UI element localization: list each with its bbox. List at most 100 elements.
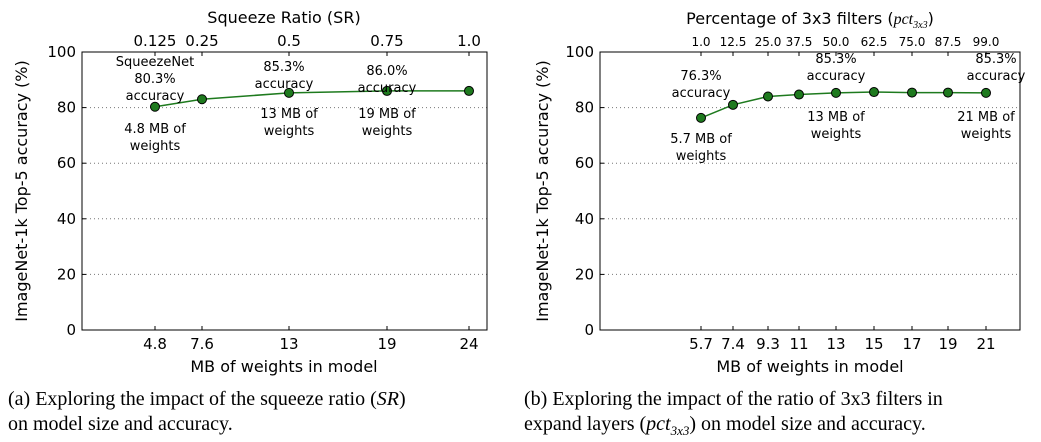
annotation-text: 80.3% [134, 72, 175, 87]
x-axis-label: MB of weights in model [716, 357, 903, 376]
data-point [943, 87, 953, 98]
top-tick-label: 37.5 [786, 35, 813, 49]
data-point [150, 101, 160, 112]
annotation-text: weights [130, 139, 181, 154]
top-tick-label: 75.0 [899, 35, 926, 49]
y-tick-label: 40 [57, 210, 76, 228]
data-point [763, 91, 773, 102]
annotation-text: weights [676, 149, 727, 164]
top-tick-label: 1.0 [457, 32, 481, 50]
y-tick-label: 100 [47, 43, 76, 61]
caption-text: expand layers ( [524, 413, 647, 435]
top-title-text: Percentage of 3x3 filters ( [686, 9, 893, 28]
y-tick-label: 20 [57, 265, 76, 283]
x-tick-label: 19 [938, 335, 957, 353]
x-tick-label: 4.8 [143, 335, 167, 353]
top-tick-label: 1.0 [691, 35, 710, 49]
x-tick-label: 9.3 [756, 335, 780, 353]
caption-text: ) on model size and accuracy. [689, 413, 925, 435]
x-axis-label: MB of weights in model [190, 357, 377, 376]
y-tick-label: 80 [57, 99, 76, 117]
data-point [464, 85, 474, 96]
annotation-text: accuracy [807, 69, 866, 84]
annotation-text: 85.3% [815, 52, 856, 67]
data-point [197, 94, 207, 105]
annotation-text: 19 MB of [358, 107, 416, 122]
annotation-text: 5.7 MB of [670, 132, 732, 147]
chart-panel-b: 0 20 40 60 80 100 5.7 7.4 9.3 11 13 15 17 19 21 1.0 12.5… [524, 9, 1026, 438]
annotation-text: SqueezeNet [116, 55, 194, 70]
annotation-text: 86.0% [366, 64, 407, 79]
annotation-text: weights [961, 127, 1012, 142]
x-tick-label: 5.7 [689, 335, 713, 353]
y-axis-label: ImageNet-1k Top-5 accuracy (%) [12, 60, 31, 322]
top-tick-label: 62.5 [861, 35, 888, 49]
y-tick-label: 60 [57, 154, 76, 172]
annotation-text: 13 MB of [260, 107, 318, 122]
x-tick-label: 7.4 [721, 335, 745, 353]
top-tick-label: 0.75 [370, 32, 403, 50]
x-tick-label: 13 [826, 335, 845, 353]
caption-line-2: expand layers (pct3x3) on model size and… [524, 413, 926, 438]
y-tick-label: 0 [584, 321, 594, 339]
top-tick-label: 25.0 [755, 35, 782, 49]
x-tick-label: 15 [864, 335, 883, 353]
caption-symbol: pct [644, 413, 671, 435]
top-tick-label: 87.5 [935, 35, 962, 49]
top-title-symbol: pct [893, 11, 914, 28]
y-tick-label: 40 [575, 210, 594, 228]
top-title-subscript: 3x3 [912, 20, 927, 31]
top-tick-label: 0.5 [277, 32, 301, 50]
caption-line-1: (a) Exploring the impact of the squeeze … [8, 388, 406, 410]
data-point [284, 87, 294, 98]
y-tick-label: 60 [575, 154, 594, 172]
y-tick-label: 0 [66, 321, 76, 339]
annotation-text: weights [362, 124, 413, 139]
annotation-text: 76.3% [680, 69, 721, 84]
top-tick-label: 50.0 [823, 35, 850, 49]
annotation-text: accuracy [967, 69, 1026, 84]
top-title-end: ) [928, 9, 934, 28]
top-axis-title: Percentage of 3x3 filters (pct3x3) [686, 9, 934, 31]
y-tick-label: 100 [565, 43, 594, 61]
caption-line-1: (b) Exploring the impact of the ratio of… [524, 388, 943, 410]
caption-text: (a) Exploring the impact of the squeeze … [8, 388, 377, 410]
annotation-text: 13 MB of [807, 110, 865, 125]
data-point [869, 87, 879, 98]
annotation-text: 21 MB of [957, 110, 1015, 125]
annotation-text: weights [811, 127, 862, 142]
caption-subscript: 3x3 [670, 423, 690, 438]
annotation-text: weights [264, 124, 315, 139]
x-tick-label: 24 [459, 335, 478, 353]
annotation-text: accuracy [126, 89, 185, 104]
y-tick-label: 20 [575, 265, 594, 283]
x-tick-label: 11 [789, 335, 808, 353]
annotation-text: 85.3% [975, 52, 1016, 67]
x-tick-label: 7.6 [190, 335, 214, 353]
annotation-text: accuracy [672, 86, 731, 101]
annotation-text: 4.8 MB of [124, 122, 186, 137]
data-point [382, 85, 392, 96]
annotation-text: accuracy [255, 77, 314, 92]
data-point [907, 87, 917, 98]
caption-line-2: on model size and accuracy. [8, 413, 233, 435]
chart-panel-a: 0 20 40 60 80 100 4.8 7.6 13 19 24 0.125 0.25 0.5 0.75… [8, 8, 488, 435]
data-point [794, 89, 804, 100]
caption-symbol: SR [377, 388, 399, 410]
annotation-text: accuracy [358, 81, 417, 96]
data-point [831, 87, 841, 98]
x-tick-label: 13 [279, 335, 298, 353]
data-point [696, 112, 706, 123]
top-tick-label: 0.125 [134, 32, 177, 50]
x-tick-label: 17 [902, 335, 921, 353]
top-tick-label: 99.0 [973, 35, 1000, 49]
plot-frame [599, 51, 1021, 331]
y-axis-label: ImageNet-1k Top-5 accuracy (%) [533, 60, 552, 322]
y-tick-label: 80 [575, 99, 594, 117]
annotation-text: 85.3% [263, 60, 304, 75]
caption-text: ) [399, 388, 406, 410]
plot-frame [81, 51, 488, 331]
data-point [728, 99, 738, 110]
x-tick-label: 19 [377, 335, 396, 353]
